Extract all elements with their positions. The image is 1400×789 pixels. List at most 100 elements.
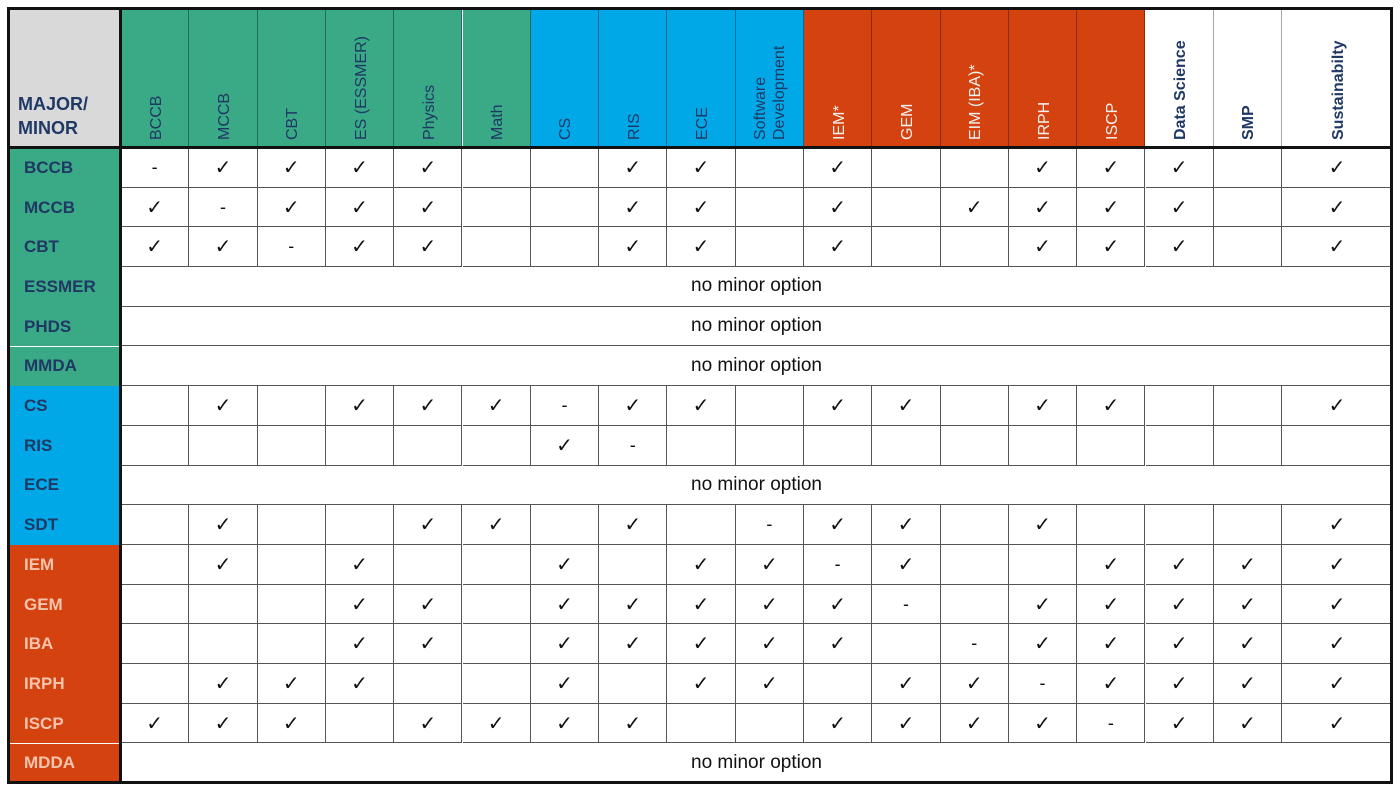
column-header-data-science: Data Science	[1145, 8, 1214, 148]
column-header-label: Math	[489, 104, 507, 140]
row-header-cbt: CBT	[8, 227, 121, 268]
check-mark-cell: ✓	[1077, 386, 1146, 426]
corner-label-line: MINOR	[18, 118, 78, 138]
empty-cell	[462, 584, 531, 625]
dash-cell: -	[1008, 664, 1078, 704]
check-mark-cell: ✓	[667, 386, 736, 426]
check-mark-cell: ✓	[394, 505, 463, 545]
empty-cell	[940, 425, 1009, 466]
row-header-iba: IBA	[8, 624, 121, 665]
check-mark-cell: ✓	[940, 703, 1009, 744]
check-mark-cell: ✓	[872, 386, 941, 426]
check-mark-cell: ✓	[257, 187, 326, 228]
column-header-ris: RIS	[599, 8, 668, 148]
check-mark-cell: ✓	[1008, 148, 1078, 188]
no-minor-option-row: no minor option	[121, 267, 1392, 307]
row-header-label: MCCB	[24, 197, 75, 217]
check-mark-cell: ✓	[1008, 227, 1078, 268]
check-mark-cell: ✓	[804, 505, 873, 545]
check-mark-cell: ✓	[804, 624, 873, 665]
column-header-es-essmer: ES (ESSMER)	[325, 8, 395, 148]
check-mark-cell: ✓	[1008, 584, 1078, 625]
empty-cell	[667, 425, 736, 466]
column-header-sustainabilty: Sustainabilty	[1282, 8, 1392, 148]
check-mark-cell: ✓	[325, 545, 395, 585]
check-mark-cell: ✓	[394, 703, 463, 744]
column-header-iscp: ISCP	[1077, 8, 1146, 148]
check-mark-cell: ✓	[735, 545, 804, 585]
dash-cell: -	[872, 584, 941, 625]
column-header-eim-iba: EIM (IBA)*	[940, 8, 1009, 148]
check-mark-cell: ✓	[189, 227, 258, 268]
row-header-cs: CS	[8, 386, 121, 426]
column-header-label: Sustainabilty	[1329, 40, 1347, 140]
check-mark-cell: ✓	[189, 664, 258, 704]
empty-cell	[1008, 425, 1078, 466]
column-header-label: GEM	[898, 103, 916, 140]
check-mark-cell: ✓	[735, 584, 804, 625]
dash-cell: -	[599, 425, 668, 466]
column-header-software-development: Software Development	[735, 8, 804, 148]
column-header-label: Software Development	[752, 45, 789, 140]
dash-cell: -	[804, 545, 873, 585]
check-mark-cell: ✓	[257, 664, 326, 704]
empty-cell	[872, 148, 941, 188]
check-mark-cell: ✓	[735, 664, 804, 704]
check-mark-cell: ✓	[1282, 624, 1392, 665]
empty-cell	[1213, 386, 1283, 426]
column-header-label: MCCB	[215, 92, 233, 140]
row-header-mmda: MMDA	[8, 346, 121, 387]
check-mark-cell: ✓	[599, 505, 668, 545]
column-header-ece: ECE	[667, 8, 736, 148]
check-mark-cell: ✓	[325, 664, 395, 704]
column-header-math: Math	[462, 8, 531, 148]
column-header-physics: Physics	[394, 8, 463, 148]
check-mark-cell: ✓	[530, 425, 600, 466]
check-mark-cell: ✓	[804, 148, 873, 188]
check-mark-cell: ✓	[804, 187, 873, 228]
check-mark-cell: ✓	[1077, 545, 1146, 585]
column-header-label: CS	[557, 117, 575, 140]
row-header-label: MMDA	[24, 356, 77, 376]
dash-cell: -	[189, 187, 258, 228]
empty-cell	[940, 386, 1009, 426]
check-mark-cell: ✓	[667, 664, 736, 704]
check-mark-cell: ✓	[1213, 545, 1283, 585]
row-header-iem: IEM	[8, 545, 121, 585]
row-header-iscp: ISCP	[8, 703, 121, 744]
check-mark-cell: ✓	[599, 624, 668, 665]
check-mark-cell: ✓	[189, 505, 258, 545]
empty-cell	[1077, 505, 1146, 545]
empty-cell	[462, 545, 531, 585]
check-mark-cell: ✓	[1077, 624, 1146, 665]
check-mark-cell: ✓	[599, 187, 668, 228]
empty-cell	[462, 187, 531, 228]
check-mark-cell: ✓	[1145, 624, 1214, 665]
check-mark-cell: ✓	[1213, 584, 1283, 625]
empty-cell	[462, 148, 531, 188]
column-header-label: ISCP	[1103, 102, 1121, 140]
empty-cell	[189, 624, 258, 665]
column-header-label: RIS	[625, 113, 643, 140]
empty-cell	[872, 187, 941, 228]
empty-cell	[1213, 505, 1283, 545]
check-mark-cell: ✓	[599, 703, 668, 744]
row-header-label: CBT	[24, 237, 59, 257]
row-header-label: RIS	[24, 435, 53, 455]
dash-cell: -	[257, 227, 326, 268]
empty-cell	[530, 187, 600, 228]
check-mark-cell: ✓	[1077, 148, 1146, 188]
column-header-irph: IRPH	[1008, 8, 1078, 148]
check-mark-cell: ✓	[189, 386, 258, 426]
check-mark-cell: ✓	[189, 545, 258, 585]
check-mark-cell: ✓	[599, 227, 668, 268]
empty-cell	[121, 664, 190, 704]
row-header-irph: IRPH	[8, 664, 121, 704]
check-mark-cell: ✓	[1145, 584, 1214, 625]
check-mark-cell: ✓	[872, 545, 941, 585]
check-mark-cell: ✓	[599, 148, 668, 188]
check-mark-cell: ✓	[1282, 664, 1392, 704]
check-mark-cell: ✓	[1213, 703, 1283, 744]
check-mark-cell: ✓	[189, 148, 258, 188]
check-mark-cell: ✓	[394, 227, 463, 268]
